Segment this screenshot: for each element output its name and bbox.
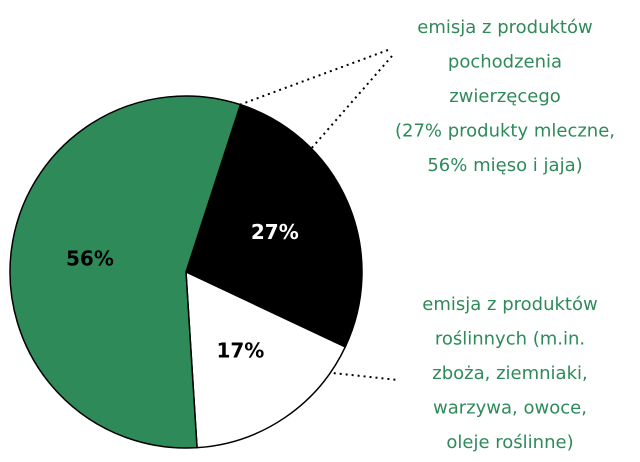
pie-slice	[9, 95, 242, 449]
leader-line	[309, 55, 393, 151]
annotation-line: zwierzęcego	[449, 86, 561, 107]
pie-slice	[185, 103, 363, 348]
annotation-line: emisja z produktów	[417, 17, 592, 38]
pie-slice	[185, 270, 347, 449]
slice-label: 17%	[216, 339, 264, 363]
annotation-line: roślinnych (m.in.	[435, 329, 585, 350]
annotation-line: pochodzenia	[448, 52, 562, 73]
annotation-line: emisja z produktów	[422, 294, 597, 315]
annotation-line: warzywa, owoce,	[433, 398, 587, 419]
annotation-line: zboża, ziemniaki,	[432, 363, 587, 384]
slice-label: 56%	[66, 246, 114, 270]
annotation-line: oleje roślinne)	[446, 432, 573, 453]
annotation-line: 56% mięso i jaja)	[427, 155, 582, 176]
slice-label: 27%	[251, 220, 299, 244]
annotation-line: (27% produkty mleczne,	[395, 121, 615, 142]
